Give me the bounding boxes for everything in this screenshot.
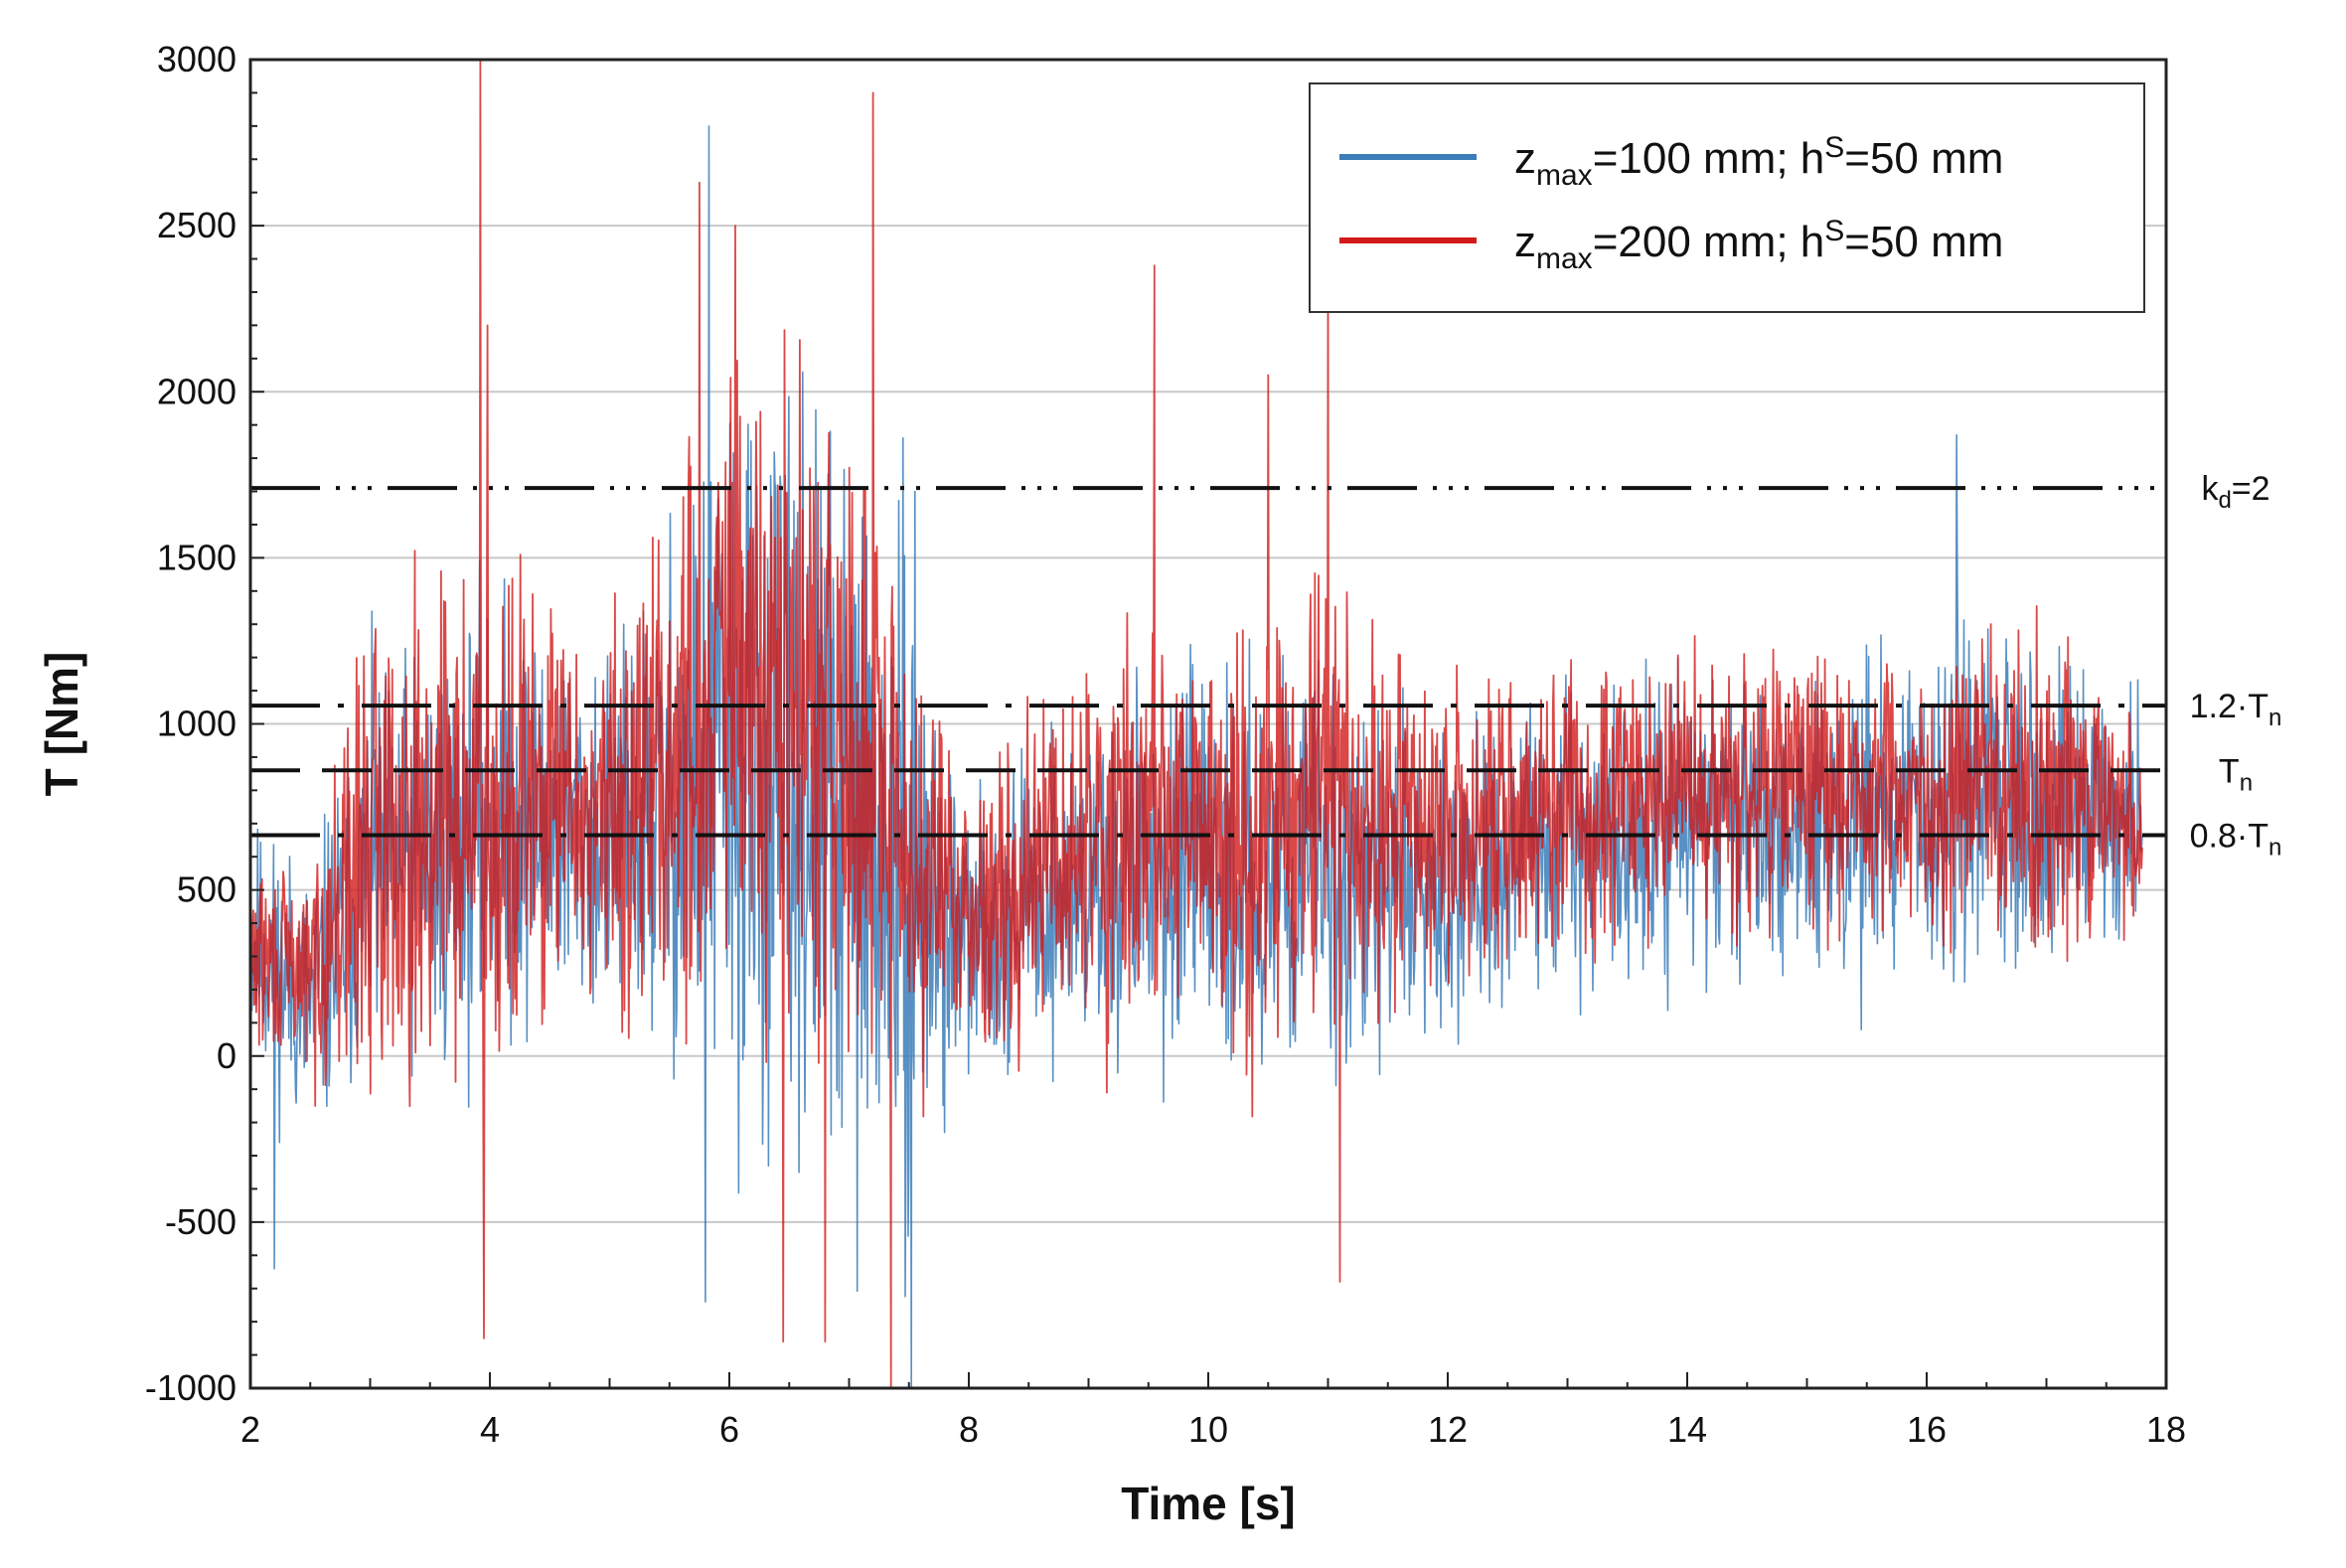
y-axis-title: T [Nm]	[36, 652, 87, 797]
reference-label-kd: kd=2	[2201, 470, 2269, 514]
series-layer	[249, 59, 2143, 1389]
x-tick-label: 6	[719, 1409, 739, 1450]
y-tick-label: 1500	[157, 537, 236, 577]
series-line-zmax-200	[249, 59, 2143, 1389]
reference-label-1-2tn: 1.2·Tn	[2190, 688, 2282, 731]
y-tick-label: 2000	[157, 371, 236, 411]
x-tick-label: 10	[1188, 1409, 1228, 1450]
y-tick-label: -1000	[145, 1367, 236, 1408]
x-tick-label: 18	[2146, 1409, 2186, 1450]
x-tick-label: 2	[240, 1409, 260, 1450]
y-tick-label: 500	[177, 869, 236, 910]
axes-layer: -1000 -500 0 500 1000 1500 2000 2500 3000 2 4 6 8 10 1…	[36, 39, 2186, 1529]
y-tick-label: 2500	[157, 205, 236, 245]
y-tick-label: 0	[217, 1035, 236, 1076]
x-tick-label: 8	[959, 1409, 979, 1450]
legend-label-zmax-100: zmax=100 mm; hS=50 mm	[1514, 131, 2003, 192]
reference-label-0-8tn: 0.8·Tn	[2190, 817, 2282, 861]
x-tick-label: 12	[1428, 1409, 1468, 1450]
y-tick-label: -500	[165, 1201, 236, 1242]
y-tick-label: 3000	[157, 39, 236, 79]
reference-label-tn: Tn	[2219, 752, 2253, 796]
reference-lines-layer: kd=2 1.2·Tn Tn 0.8·Tn	[250, 470, 2281, 861]
x-tick-label: 4	[480, 1409, 500, 1450]
legend-label-zmax-200: zmax=200 mm; hS=50 mm	[1514, 215, 2003, 275]
y-tick-label: 1000	[157, 704, 236, 744]
legend-box	[1309, 82, 2145, 313]
x-tick-label: 14	[1667, 1409, 1707, 1450]
legend: zmax=100 mm; hS=50 mm zmax=200 mm; hS=50 …	[1309, 82, 2145, 313]
x-axis-title: Time [s]	[1121, 1478, 1296, 1529]
x-tick-label: 16	[1907, 1409, 1947, 1450]
